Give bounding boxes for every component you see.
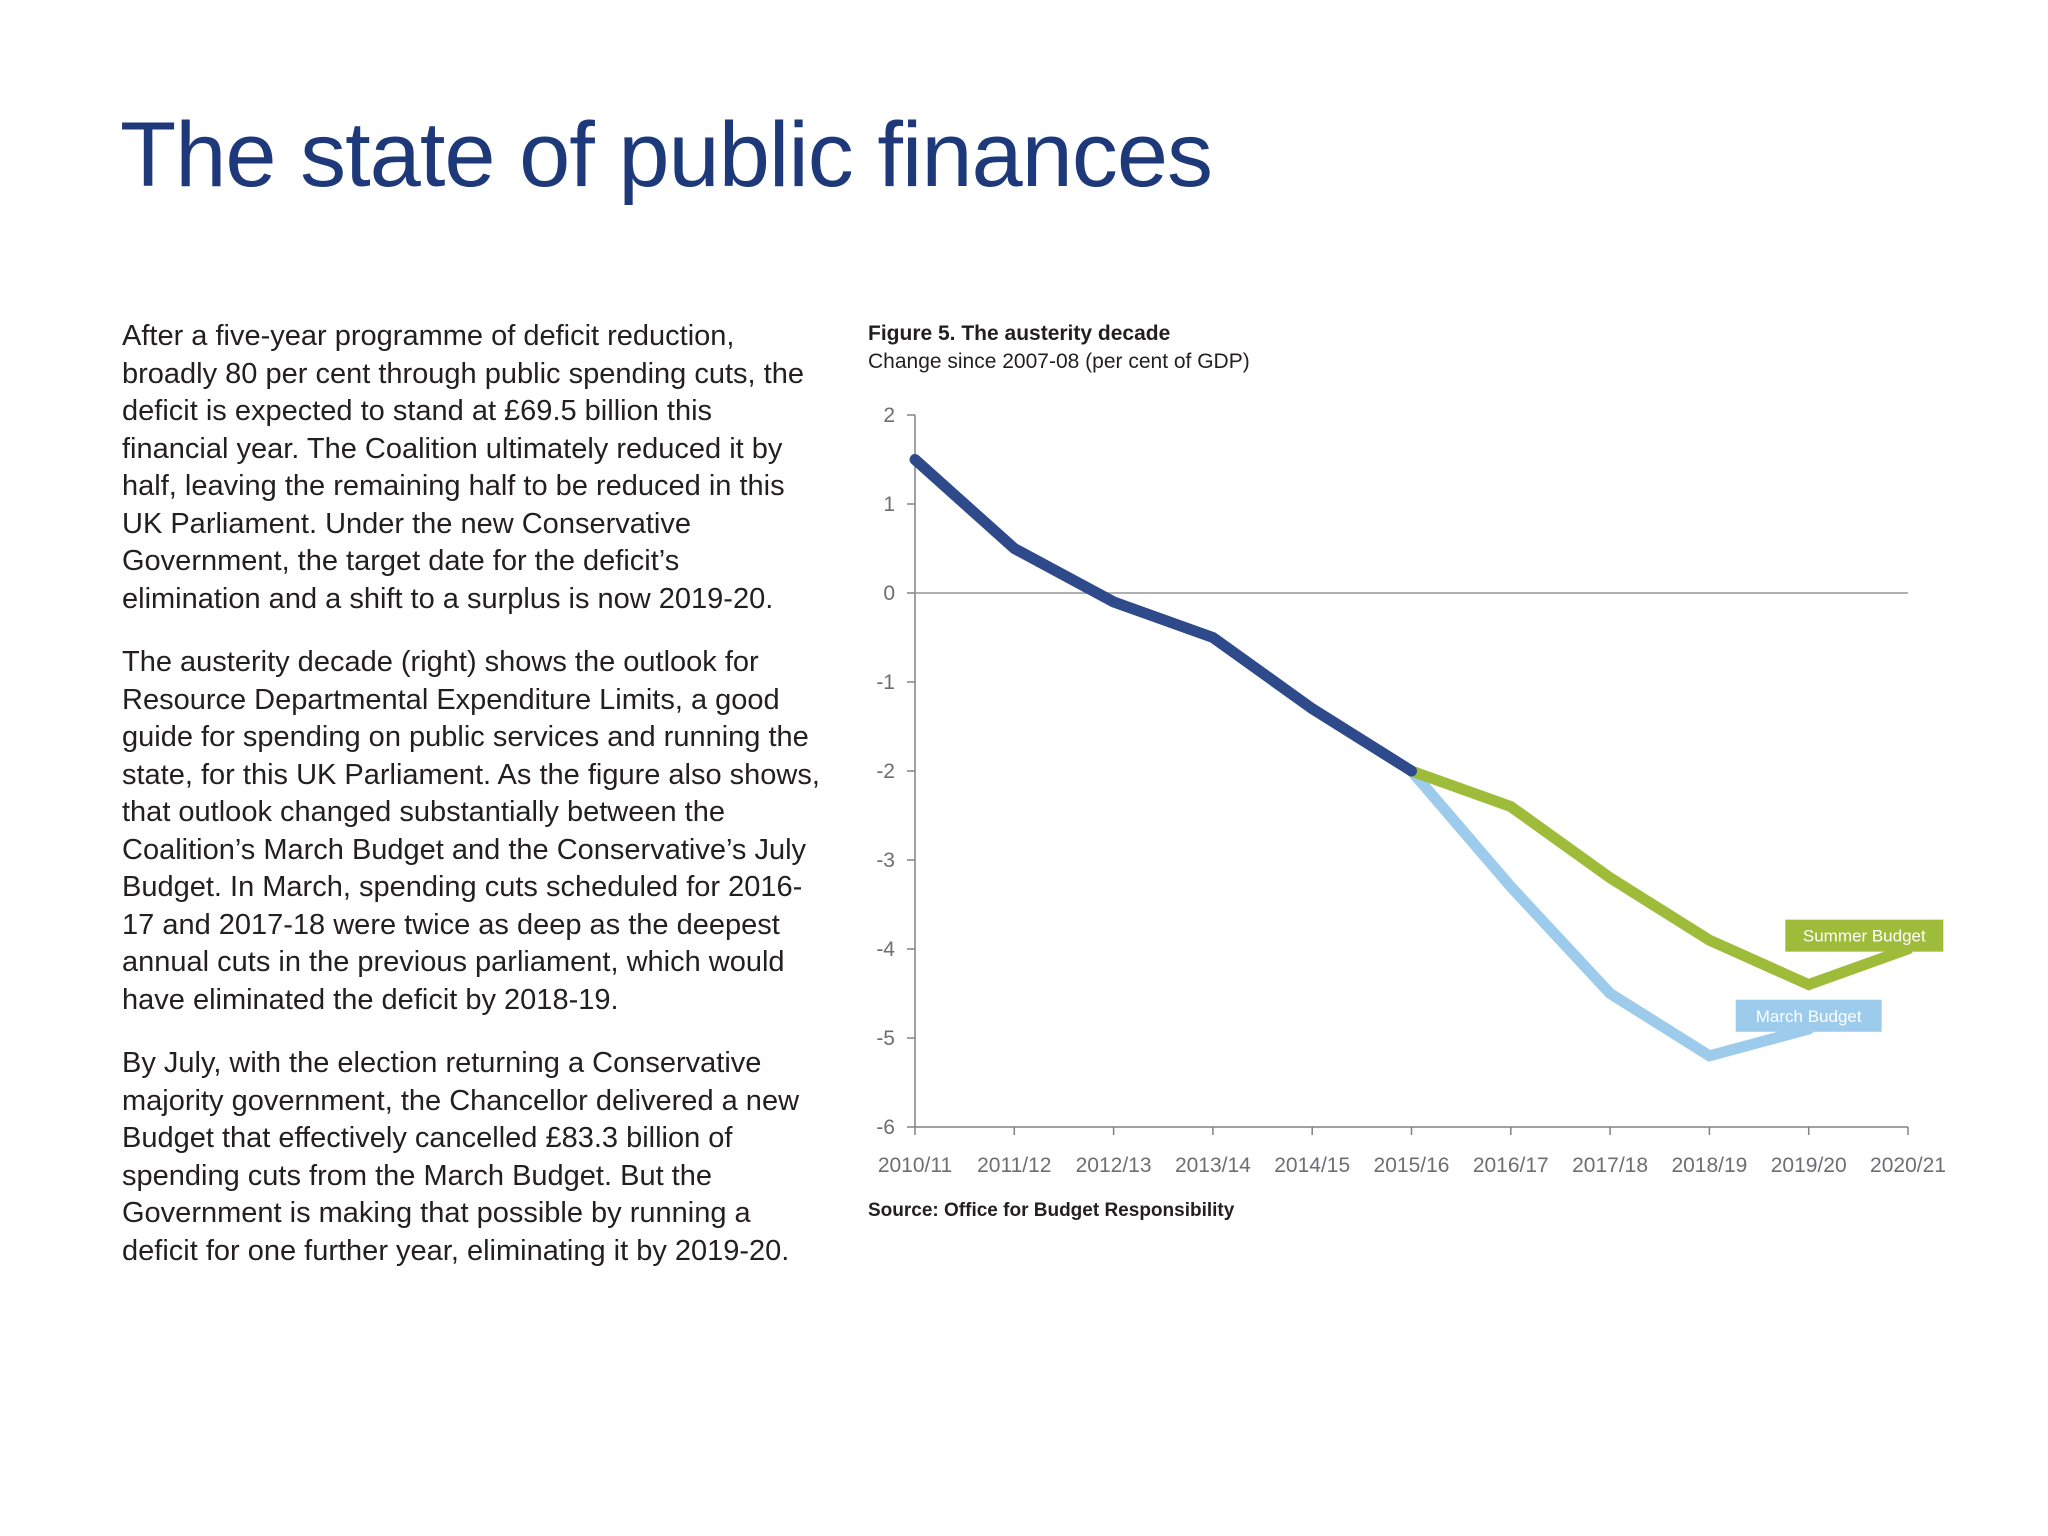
paragraph-2: The austerity decade (right) shows the o… [122,646,820,1016]
series-line-march-budget [1406,765,1815,1062]
x-tick-label: 2012/13 [1076,1154,1152,1177]
x-tick-label: 2011/12 [977,1154,1051,1177]
x-tick-label: 2019/20 [1771,1154,1847,1177]
legend-tag-summer-budget [1785,919,1944,952]
y-tick-label: -5 [876,1027,895,1050]
y-tick-label: -4 [876,938,895,961]
y-tick-label: -6 [876,1116,895,1139]
x-tick-label: 2017/18 [1572,1154,1648,1177]
y-tick-label: 2 [883,404,895,427]
page-title: The state of public finances [120,104,1213,206]
x-tick-label: 2013/14 [1175,1154,1251,1177]
x-tick-label: 2020/21 [1870,1154,1946,1177]
x-tick-label: 2015/16 [1374,1154,1450,1177]
series-line-summer-budget [1406,765,1914,991]
x-tick-label: 2014/15 [1274,1154,1350,1177]
chart-subtitle: Change since 2007-08 (per cent of GDP) [868,350,1250,373]
x-tick-label: 2018/19 [1671,1154,1747,1177]
series-line-outturn [909,454,1417,777]
y-tick-label: 0 [883,582,895,605]
legend-label-summer-budget: Summer Budget [1803,927,1926,946]
x-tick-label: 2010/11 [878,1154,952,1177]
y-tick-label: -3 [876,849,895,872]
figure-header: Figure 5. The austerity decade Change si… [868,320,1978,376]
y-tick-label: -2 [876,760,895,783]
body-text: After a five-year programme of deficit r… [122,318,822,1296]
y-tick-label: 1 [883,493,895,516]
x-tick-label: 2016/17 [1473,1154,1549,1177]
chart-title: Figure 5. The austerity decade [868,322,1171,345]
legend-label-march-budget: March Budget [1756,1007,1862,1026]
legend-tag-march-budget [1735,999,1882,1032]
paragraph-3: By July, with the election returning a C… [122,1047,800,1267]
chart-source: Source: Office for Budget Responsibility [868,1200,1235,1221]
y-tick-label: -1 [876,671,895,694]
paragraph-1: After a five-year programme of deficit r… [122,320,804,615]
